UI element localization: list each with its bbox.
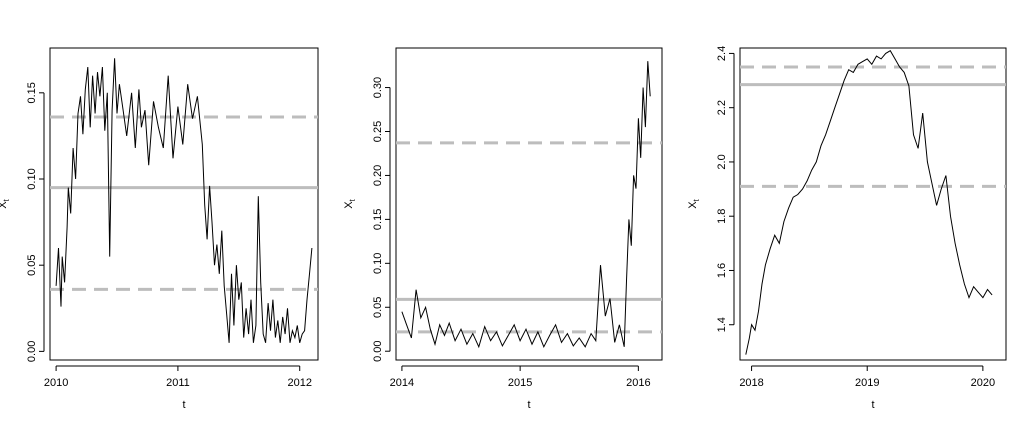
x-tick-label: 2014 xyxy=(390,377,414,389)
x-tick-label: 2010 xyxy=(44,377,68,389)
plot-frame xyxy=(49,47,319,361)
y-tick-label: 1.4 xyxy=(716,317,728,332)
y-tick-label: 0.00 xyxy=(372,341,384,362)
series-line-1 xyxy=(55,58,313,343)
x-axis-label: t xyxy=(527,399,530,411)
y-tick-label: 0.15 xyxy=(26,82,38,103)
y-tick-label: 0.10 xyxy=(372,253,384,274)
plot-frame xyxy=(395,47,663,361)
y-tick-label: 0.15 xyxy=(372,209,384,230)
panel-2: 2014 2015 2016 0.00 0.05 0.10 0.15 0.20 0.25 0.30… xyxy=(343,47,663,411)
y-axis-label: Xt xyxy=(0,198,11,208)
series-line-1 xyxy=(745,50,993,355)
y-axis-label-subscript: t xyxy=(692,198,701,201)
y-tick-label: 0.05 xyxy=(26,254,38,275)
y-axis-label-main: X xyxy=(343,201,355,209)
y-tick-label: 1.6 xyxy=(716,263,728,278)
x-axis-label: t xyxy=(182,399,185,411)
y-tick-label: 0.05 xyxy=(372,297,384,318)
y-axis-label: Xt xyxy=(687,198,701,208)
x-tick-label: 2015 xyxy=(508,377,532,389)
x-tick-label: 2018 xyxy=(739,377,763,389)
y-axis-label-main: X xyxy=(687,201,699,209)
y-axis-label: Xt xyxy=(343,198,357,208)
y-tick-label: 0.00 xyxy=(26,341,38,362)
y-tick-label: 1.8 xyxy=(716,209,728,224)
x-axis-label: t xyxy=(871,399,874,411)
y-axis-label-main: X xyxy=(0,201,9,209)
y-axis-label-subscript: t xyxy=(2,198,11,201)
series-line-1 xyxy=(401,61,651,349)
y-tick-label: 2.0 xyxy=(716,154,728,169)
x-tick-label: 2011 xyxy=(166,377,190,389)
x-tick-label: 2019 xyxy=(855,377,879,389)
x-tick-label: 2020 xyxy=(971,377,995,389)
y-tick-label: 0.20 xyxy=(372,165,384,186)
plot-frame xyxy=(739,47,1007,361)
y-tick-label: 2.2 xyxy=(716,100,728,115)
x-tick-label: 2012 xyxy=(287,377,311,389)
y-tick-label: 2.4 xyxy=(716,46,728,61)
y-axis-label-subscript: t xyxy=(348,198,357,201)
y-tick-label: 0.10 xyxy=(26,168,38,189)
x-tick-label: 2016 xyxy=(626,377,650,389)
y-tick-label: 0.25 xyxy=(372,121,384,142)
y-tick-label: 0.30 xyxy=(372,77,384,98)
